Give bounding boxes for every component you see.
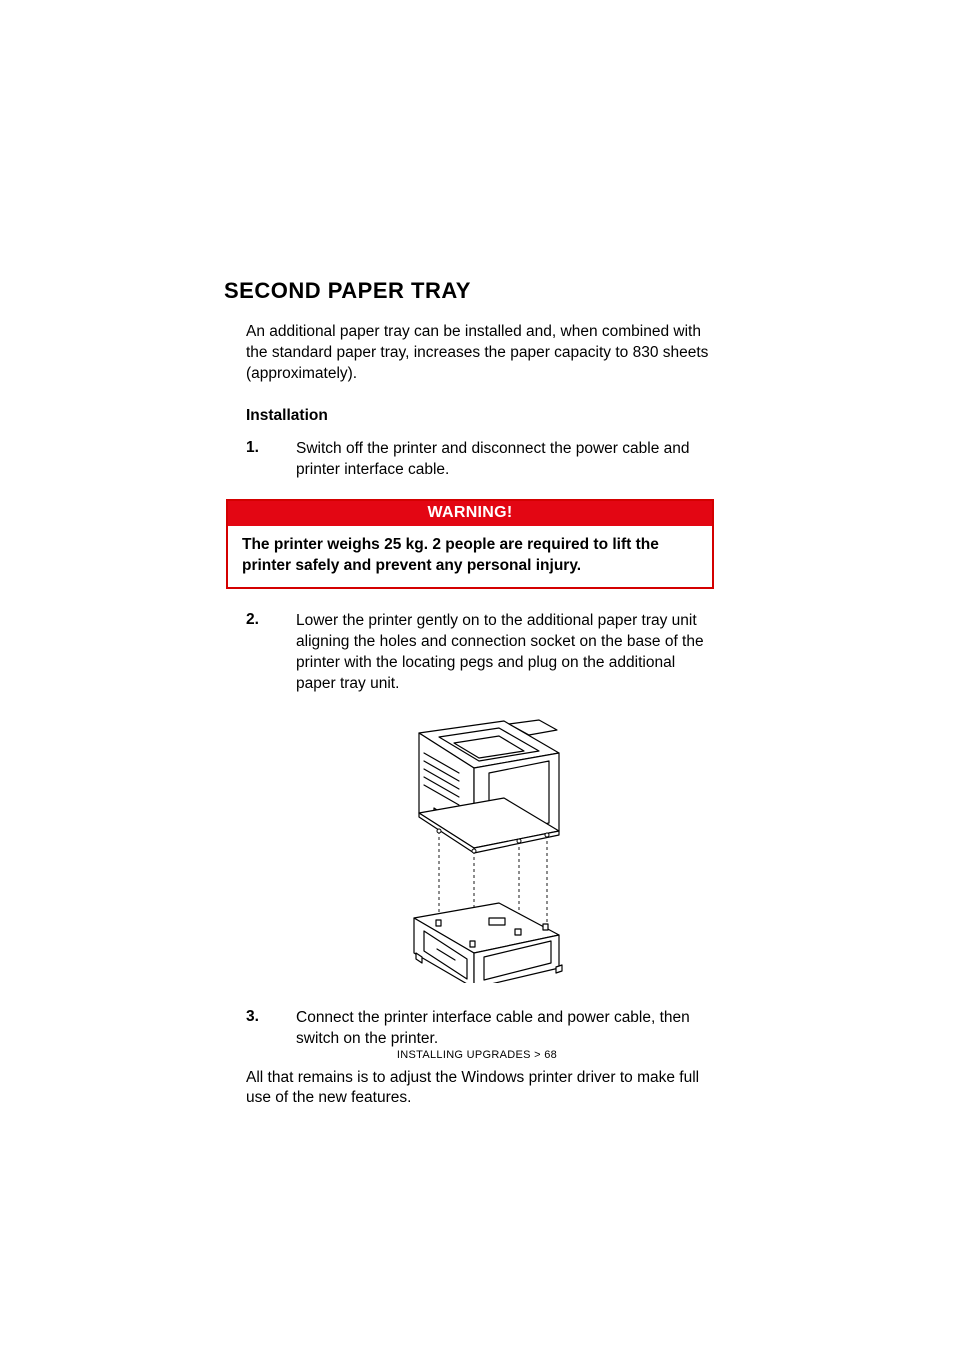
page-footer: INSTALLING UPGRADES > 68 — [0, 1049, 954, 1061]
step-number: 1. — [246, 439, 296, 481]
warning-body: The printer weighs 25 kg. 2 people are r… — [228, 526, 712, 587]
installation-subheading: Installation — [246, 407, 714, 425]
step-3: 3. Connect the printer interface cable a… — [246, 1008, 714, 1050]
diagram-svg — [359, 713, 579, 983]
step-text: Switch off the printer and disconnect th… — [296, 439, 714, 481]
step-2: 2. Lower the printer gently on to the ad… — [246, 611, 714, 695]
step-number: 2. — [246, 611, 296, 695]
warning-header: WARNING! — [228, 501, 712, 526]
section-title: SECOND PAPER TRAY — [224, 278, 714, 304]
closing-paragraph: All that remains is to adjust the Window… — [246, 1068, 714, 1110]
step-text: Connect the printer interface cable and … — [296, 1008, 714, 1050]
warning-box: WARNING! The printer weighs 25 kg. 2 peo… — [226, 499, 714, 589]
document-page: SECOND PAPER TRAY An additional paper tr… — [0, 0, 954, 1109]
step-1: 1. Switch off the printer and disconnect… — [246, 439, 714, 481]
printer-tray-diagram — [224, 713, 714, 988]
step-text: Lower the printer gently on to the addit… — [296, 611, 714, 695]
intro-paragraph: An additional paper tray can be installe… — [246, 322, 714, 385]
step-number: 3. — [246, 1008, 296, 1050]
